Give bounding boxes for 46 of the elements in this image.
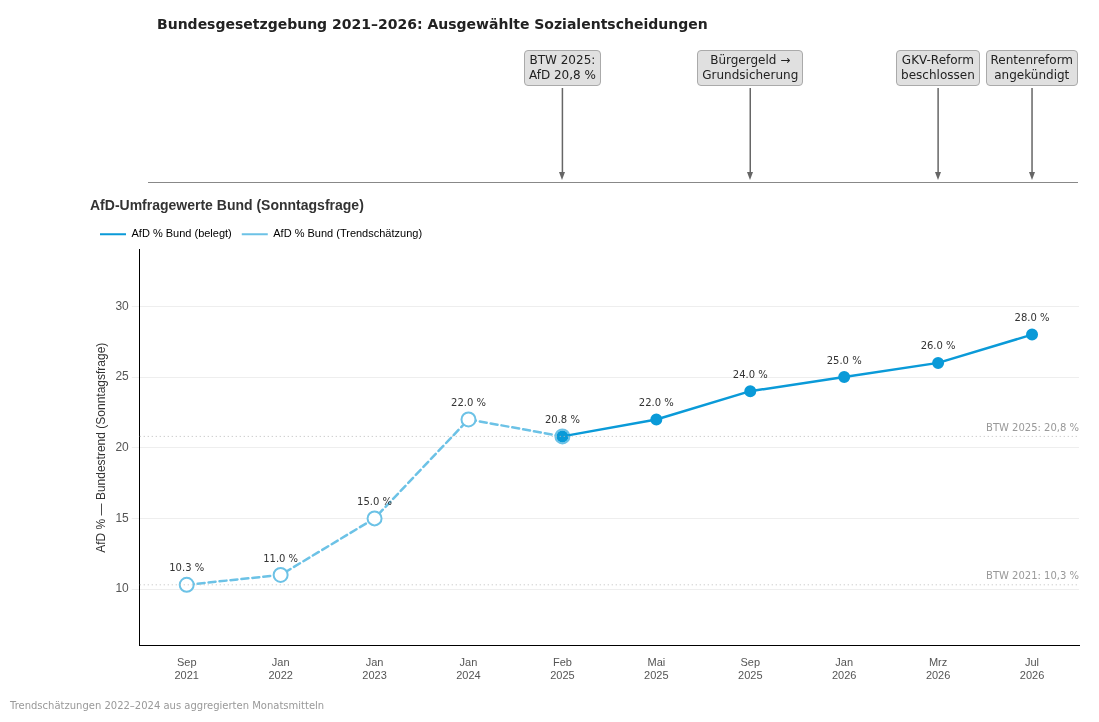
point	[744, 385, 757, 398]
data-label: 22.0 %	[638, 397, 674, 409]
data-label: 10.3 %	[169, 562, 205, 574]
point	[650, 413, 663, 426]
ref-line-label: BTW 2025: AfD 20,8 %	[523, 50, 601, 86]
point	[366, 510, 383, 527]
y-tick-label: 10	[115, 581, 130, 596]
x-tick-label: Jan 2024	[456, 656, 481, 682]
point	[838, 371, 851, 384]
data-label: 15.0 %	[357, 495, 393, 507]
chart-title: Bundesgesetzgebung 2021–2026: Ausgewählte Sozialentscheidungen	[157, 16, 708, 32]
data-label: 20.8 %	[544, 413, 580, 425]
chart-subtitle: AfD-Umfragewerte Bund (Sonntagsfrage)	[90, 197, 364, 214]
ref-line-label: BTW 2025: 20,8 %	[986, 421, 1079, 433]
y-tick-label: 30	[115, 298, 130, 313]
data-label: 22.0 %	[451, 397, 486, 409]
x-tick-label: Feb 2025	[550, 656, 575, 682]
legend-label: AfD % Bund (belegt)	[131, 227, 232, 240]
data-label: 24.0 %	[732, 368, 768, 380]
x-tick-label: Mrz 2026	[925, 656, 951, 682]
data-label: 26.0 %	[920, 340, 956, 352]
data-label: 25.0 %	[826, 354, 862, 366]
ref-line-label: Rentenreform angekündigt	[985, 50, 1079, 86]
ref-line-label: GKV-Reform beschlossen	[896, 50, 980, 86]
point	[272, 566, 289, 583]
text: Trendschätzungen 2022–2024 aus aggregierten Monatsmitteln	[10, 700, 325, 711]
y-axis-title: AfD % — Bundestrend (Sonntagsfrage)	[93, 342, 108, 553]
x-tick-label: Jul 2026	[1019, 656, 1045, 682]
y-tick-label: 15	[115, 510, 130, 525]
x-tick-label: Jan 2026	[831, 656, 857, 682]
x-tick-label: Jan 2022	[268, 656, 293, 682]
x-tick-label: Sep 2021	[174, 656, 199, 682]
data-label: 28.0 %	[1014, 312, 1050, 324]
ref-line-label: BTW 2021: 10,3 %	[986, 570, 1079, 582]
point	[460, 411, 477, 428]
y-tick-label: 20	[115, 440, 130, 455]
point	[178, 576, 195, 593]
data-label: 11.0 %	[263, 552, 299, 564]
point	[1026, 328, 1039, 341]
ref-line-label: Bürgergeld → Grundsicherung	[697, 50, 804, 86]
point	[932, 356, 945, 369]
x-tick-label: Jan 2023	[362, 656, 387, 682]
x-tick-label: Mai 2025	[644, 656, 669, 682]
legend-label: AfD % Bund (Trendschätzung)	[273, 227, 423, 240]
y-tick-label: 25	[115, 369, 130, 384]
x-tick-label: Sep 2025	[738, 656, 763, 682]
